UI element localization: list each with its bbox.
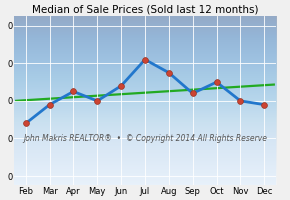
Point bbox=[71, 90, 76, 93]
Point bbox=[262, 103, 267, 106]
Point bbox=[166, 71, 171, 74]
Point bbox=[143, 58, 147, 61]
Point bbox=[191, 92, 195, 95]
Point bbox=[47, 103, 52, 106]
Point bbox=[95, 99, 99, 102]
Point bbox=[214, 80, 219, 84]
Point bbox=[238, 99, 243, 102]
Text: John Makris REALTOR®  •  © Copyright 2014 All Rights Reserve: John Makris REALTOR® • © Copyright 2014 … bbox=[23, 134, 267, 143]
Point bbox=[119, 84, 124, 87]
Title: Median of Sale Prices (Sold last 12 months): Median of Sale Prices (Sold last 12 mont… bbox=[32, 4, 258, 14]
Point bbox=[23, 122, 28, 125]
